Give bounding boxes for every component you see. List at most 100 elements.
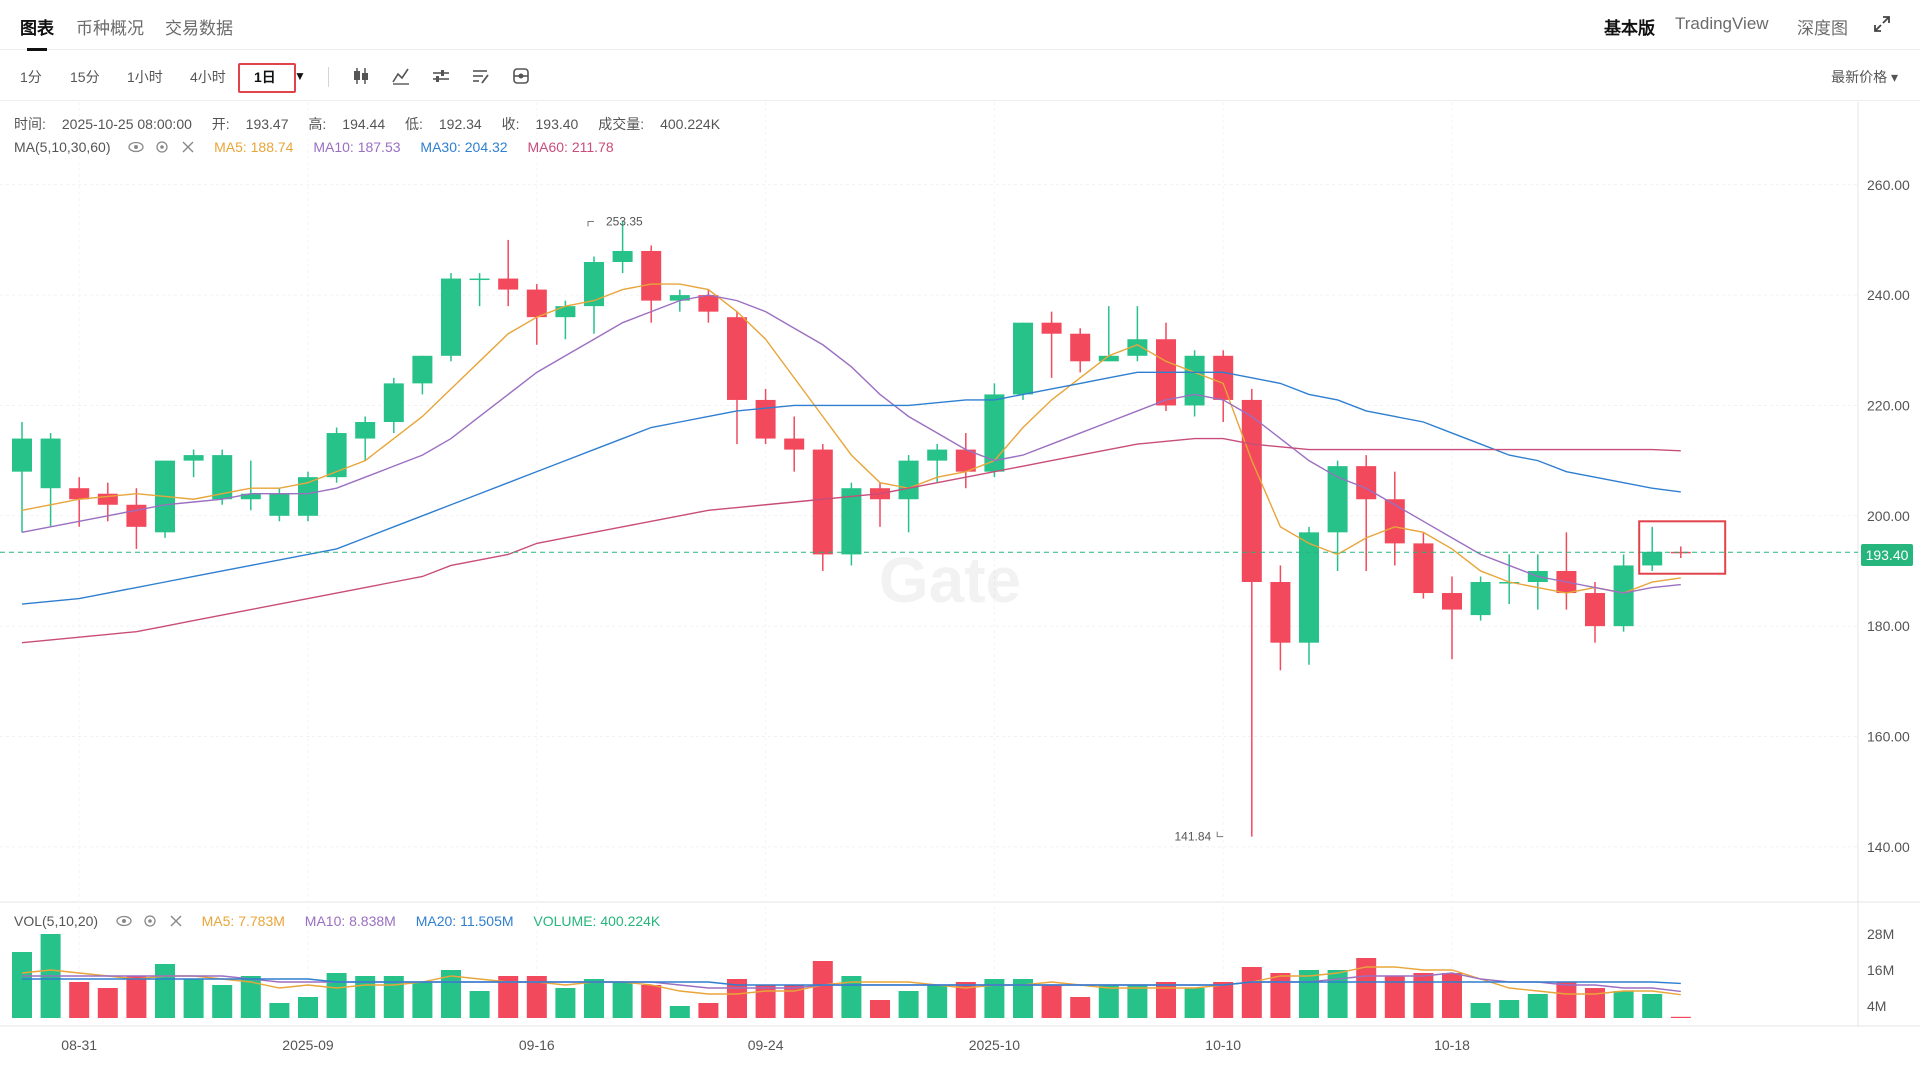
latest-candle-highlight [1638,520,1727,575]
time-tick-label: 08-31 [61,1037,97,1053]
volume-bar [69,982,90,1018]
interval-15m[interactable]: 15分 [70,69,100,85]
vol-volume-value: VOLUME: 400.224K [533,913,661,929]
ma-indicator-name: MA(5,10,30,60) [14,139,111,155]
interval-1h[interactable]: 1小时 [127,69,163,85]
close-icon[interactable] [180,140,196,154]
volume-bar [1556,982,1577,1018]
expand-icon[interactable] [1872,14,1892,34]
indicator-icon[interactable] [390,65,412,87]
volume-bar [526,976,547,1018]
candle-body [269,493,290,516]
volume-bar [1127,985,1148,1018]
volume-bar [1327,970,1348,1018]
vol-settings-icon[interactable] [142,914,158,928]
candlestick-type-icon[interactable] [350,65,372,87]
candle-body [1299,532,1319,643]
candle-body [1270,582,1291,643]
time-tick-label: 10-10 [1205,1037,1241,1053]
volume-bar [1013,979,1033,1018]
candle-body [784,438,805,450]
price-tick-label: 220.00 [1867,397,1910,413]
candle-body [1642,551,1663,566]
vol-eye-icon[interactable] [116,914,132,928]
chart-settings-icon[interactable] [510,65,532,87]
ma5-line [21,283,1681,594]
tab-depth[interactable]: 深度图 [1797,19,1848,38]
candlestick-chart[interactable]: 260.00 240.00 220.00 200.00 180.00 160.00 140.… [0,102,1920,1080]
ma10-value: MA10: 187.53 [313,139,401,155]
chart-toolbar: 1分 15分 1小时 4小时 1日 ▼ 最新价格 ▾ [0,51,1920,101]
ma-legend: MA(5,10,30,60) MA5: 188.74 MA10: 187.53 … [14,139,630,155]
candle-body [812,449,833,555]
close-value: 193.40 [535,116,579,132]
candle-body [1127,339,1148,356]
vol-ma5-line [21,966,1681,996]
vol-legend: VOL(5,10,20) MA5: 7.783M MA10: 8.838M MA… [14,913,676,929]
settings-icon[interactable] [154,140,170,154]
volume-bar [955,982,976,1018]
vol-ma5-value: MA5: 7.783M [201,913,285,929]
volume-bar [126,976,147,1018]
price-tick-label: 160.00 [1867,728,1910,744]
low-label: 低: [405,116,423,132]
time-tick-label: 10-18 [1434,1037,1470,1053]
volume-bar [12,952,32,1018]
candle-body [727,317,747,400]
interval-1m[interactable]: 1分 [20,69,42,85]
ma60-value: MA60: 211.78 [527,139,614,155]
settings-sliders-icon[interactable] [430,65,452,87]
open-value: 193.47 [245,116,289,132]
volume-bar [841,976,862,1018]
interval-dropdown-icon[interactable]: ▼ [294,69,306,83]
price-type-select[interactable]: 最新价格 ▾ [1831,69,1898,85]
high-label: 高: [308,116,327,132]
volume-bar [1241,967,1262,1018]
tab-chart[interactable]: 图表 [20,14,54,51]
candle-body [1356,466,1377,500]
eye-icon[interactable] [128,140,145,154]
volume-bar [612,982,633,1018]
interval-4h[interactable]: 4小时 [190,69,226,85]
open-label: 开: [211,116,230,132]
vol-close-icon[interactable] [168,914,184,928]
candle-body [898,460,919,500]
volume-bar [412,982,433,1018]
candle-body [383,383,404,422]
ma30-line [21,371,1681,605]
ma10-line [21,294,1681,594]
candle-body [1213,355,1234,400]
candle-body [955,449,976,472]
tab-coin-overview[interactable]: 币种概况 [76,19,144,38]
ma5-value: MA5: 188.74 [214,139,294,155]
volume-bar [1384,976,1405,1018]
volume-bar [1156,982,1176,1018]
candle-body [1442,593,1462,610]
time-tick-label: 2025-09 [282,1037,334,1053]
volume-bar [927,985,948,1018]
tab-trading-data[interactable]: 交易数据 [165,19,233,38]
candle-body [1670,551,1691,554]
candle-body [1499,582,1520,584]
volume-bar [641,985,662,1018]
interval-1d[interactable]: 1日 [254,69,276,85]
tab-basic[interactable]: 基本版 [1604,19,1655,38]
volume-bar [698,1003,719,1018]
volume-bar [1070,997,1091,1018]
volume-bar [870,1000,890,1018]
volume-tick-label: 4M [1867,998,1886,1014]
watermark-logo: Gate [879,544,1021,616]
candle-body [755,399,776,439]
volume-bar [1642,994,1663,1018]
volume-bar [1470,1003,1491,1018]
volume-bar [1613,991,1634,1018]
candle-body [97,493,118,505]
drawing-tools-icon[interactable] [470,65,492,87]
candle-body [698,295,719,312]
tab-tradingview[interactable]: TradingView [1675,14,1769,33]
candle-body [984,394,1005,472]
high-value: 194.44 [342,116,386,132]
volume-bar [1213,982,1234,1018]
volume-bar [1442,973,1462,1018]
active-interval-highlight [238,63,296,93]
